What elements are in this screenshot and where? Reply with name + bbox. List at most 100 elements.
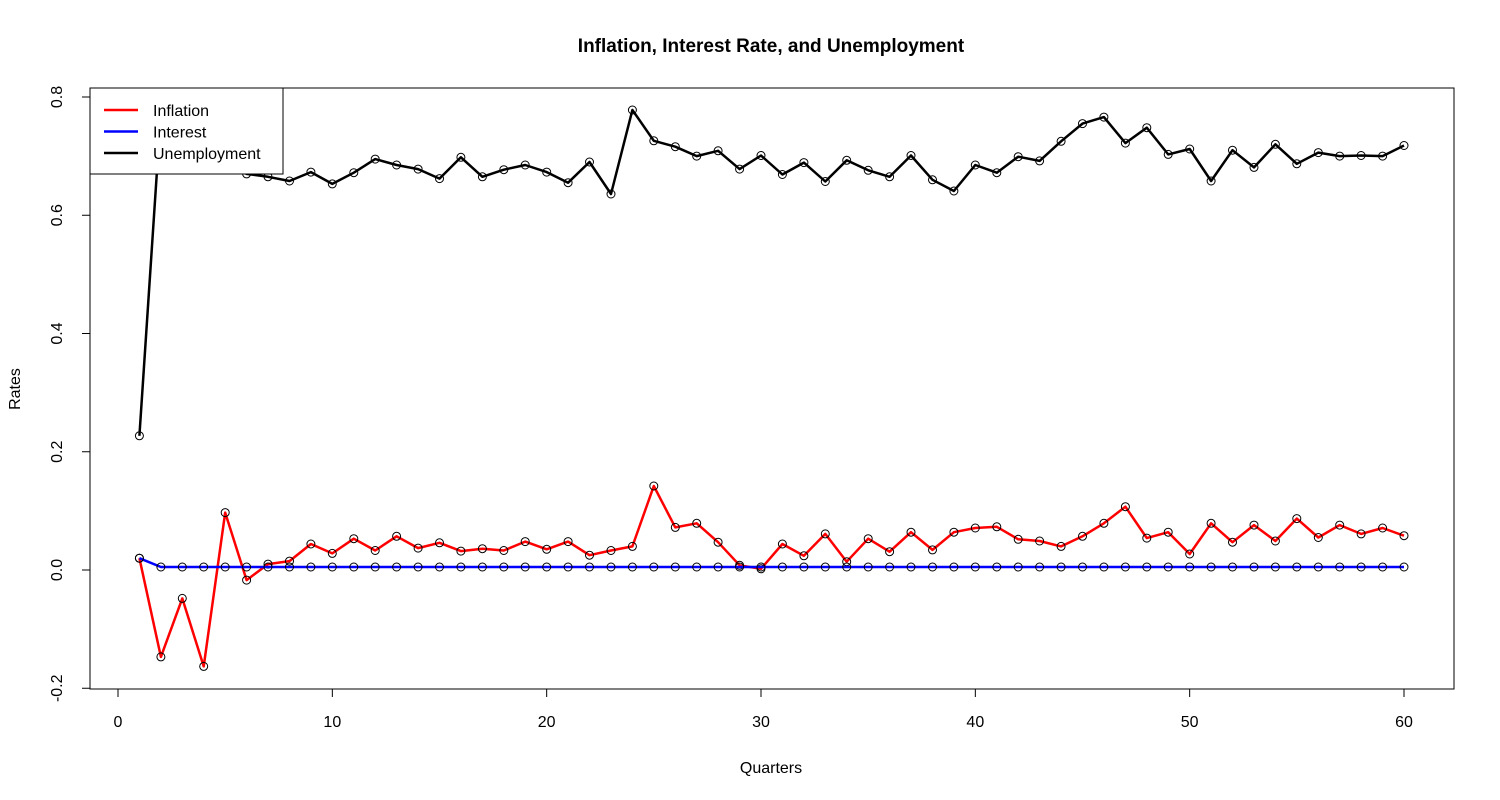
unemployment-data-point xyxy=(970,160,980,170)
interest-data-point xyxy=(670,562,680,572)
unemployment-data-point xyxy=(1228,145,1237,155)
interest-data-point xyxy=(327,562,337,572)
inflation-data-point xyxy=(499,546,509,555)
interest-data-point xyxy=(156,562,166,572)
y-tick-label: 0.0 xyxy=(49,559,66,581)
unemployment-data-point xyxy=(1163,149,1173,159)
interest-data-point xyxy=(499,562,509,572)
interest-data-point xyxy=(1292,562,1302,572)
unemployment-data-point xyxy=(1292,159,1302,169)
interest-data-point xyxy=(649,562,659,572)
interest-data-point xyxy=(242,562,252,572)
inflation-data-point xyxy=(306,539,316,549)
y-tick-label: 0.4 xyxy=(49,322,66,344)
unemployment-data-point xyxy=(392,160,402,170)
inflation-data-point xyxy=(1163,527,1173,537)
inflation-data-point xyxy=(928,545,937,555)
unemployment-data-point xyxy=(1142,123,1152,133)
inflation-data-point xyxy=(670,522,680,532)
unemployment-series-line xyxy=(138,108,1405,436)
interest-data-point xyxy=(413,562,423,572)
inflation-data-point xyxy=(1142,533,1152,543)
interest-data-point xyxy=(627,562,637,572)
interest-data-point xyxy=(735,562,745,572)
interest-data-point xyxy=(370,562,380,572)
interest-data-point xyxy=(992,562,1002,572)
inflation-data-point xyxy=(1206,518,1216,528)
unemployment-data-point xyxy=(285,176,294,186)
x-axis-label: Quarters xyxy=(740,760,802,777)
interest-data-point xyxy=(477,562,487,572)
x-axis: 0 10 20 30 40 50 60 xyxy=(114,688,1413,731)
inflation-data-point xyxy=(799,551,809,561)
inflation-data-point xyxy=(1056,541,1066,551)
inflation-data-point xyxy=(1099,518,1109,528)
unemployment-data-point xyxy=(413,164,423,174)
inflation-data-point xyxy=(777,539,787,549)
inflation-data-point xyxy=(542,544,552,554)
interest-data-point xyxy=(392,562,402,572)
inflation-data-point xyxy=(1313,533,1323,542)
x-tick-label: 40 xyxy=(966,714,984,731)
unemployment-data-point xyxy=(1099,112,1109,122)
unemployment-data-point xyxy=(1249,162,1259,172)
unemployment-data-point xyxy=(349,168,359,178)
inflation-data-point xyxy=(713,537,723,547)
interest-data-point xyxy=(949,562,959,572)
interest-data-point xyxy=(1270,562,1280,572)
unemployment-data-point xyxy=(799,158,809,168)
interest-data-point xyxy=(134,553,144,563)
inflation-data-point xyxy=(1078,531,1087,541)
x-tick-label: 0 xyxy=(114,714,123,731)
inflation-data-point xyxy=(520,537,530,547)
inflation-data-point xyxy=(1035,536,1045,546)
unemployment-data-point xyxy=(670,142,680,152)
series-layer xyxy=(134,105,1409,671)
interest-data-point xyxy=(1163,562,1173,572)
interest-data-point xyxy=(606,562,616,572)
unemployment-data-point xyxy=(713,146,723,156)
x-tick-label: 20 xyxy=(538,714,556,731)
interest-data-point xyxy=(1335,562,1345,572)
inflation-data-point xyxy=(992,522,1002,532)
unemployment-data-point xyxy=(949,186,959,196)
legend: Inflation Interest Unemployment xyxy=(89,87,284,175)
inflation-data-point xyxy=(285,556,294,566)
unemployment-data-point xyxy=(906,151,916,160)
y-tick-label: 0.8 xyxy=(49,86,66,108)
legend-items: Inflation Interest Unemployment xyxy=(104,103,261,163)
interest-data-point xyxy=(1228,562,1237,572)
inflation-data-point xyxy=(392,531,402,541)
inflation-data-point xyxy=(220,508,230,518)
unemployment-data-point xyxy=(1335,151,1345,161)
unemployment-data-point xyxy=(863,165,873,175)
unemployment-data-point xyxy=(542,167,552,177)
inflation-data-point xyxy=(606,546,616,555)
y-axis-label: Rates xyxy=(7,368,24,410)
interest-data-point xyxy=(177,562,187,572)
interest-data-point xyxy=(1013,562,1023,572)
interest-data-point xyxy=(1399,562,1409,572)
interest-data-point xyxy=(906,562,916,572)
interest-data-point xyxy=(1356,562,1366,572)
unemployment-data-point xyxy=(627,105,637,115)
unemployment-data-point xyxy=(1013,152,1023,162)
interest-data-point xyxy=(1378,562,1388,572)
interest-legend-label: Interest xyxy=(153,125,207,142)
unemployment-data-point xyxy=(370,154,380,164)
inflation-data-point xyxy=(906,527,916,537)
y-tick-label: 0.2 xyxy=(49,441,66,463)
inflation-data-point xyxy=(370,546,380,555)
unemployment-data-point xyxy=(1313,148,1323,158)
inflation-data-point xyxy=(1120,502,1130,512)
unemployment-data-point xyxy=(456,152,466,162)
unemployment-data-point xyxy=(1378,151,1388,161)
interest-data-point xyxy=(199,562,209,572)
unemployment-data-point xyxy=(435,174,444,184)
unemployment-data-point xyxy=(820,177,830,186)
inflation-data-point xyxy=(627,541,637,551)
inflation-data-point xyxy=(456,546,466,556)
interest-data-point xyxy=(1099,562,1109,572)
inflation-data-point xyxy=(1399,531,1409,541)
inflation-data-point xyxy=(563,537,573,547)
